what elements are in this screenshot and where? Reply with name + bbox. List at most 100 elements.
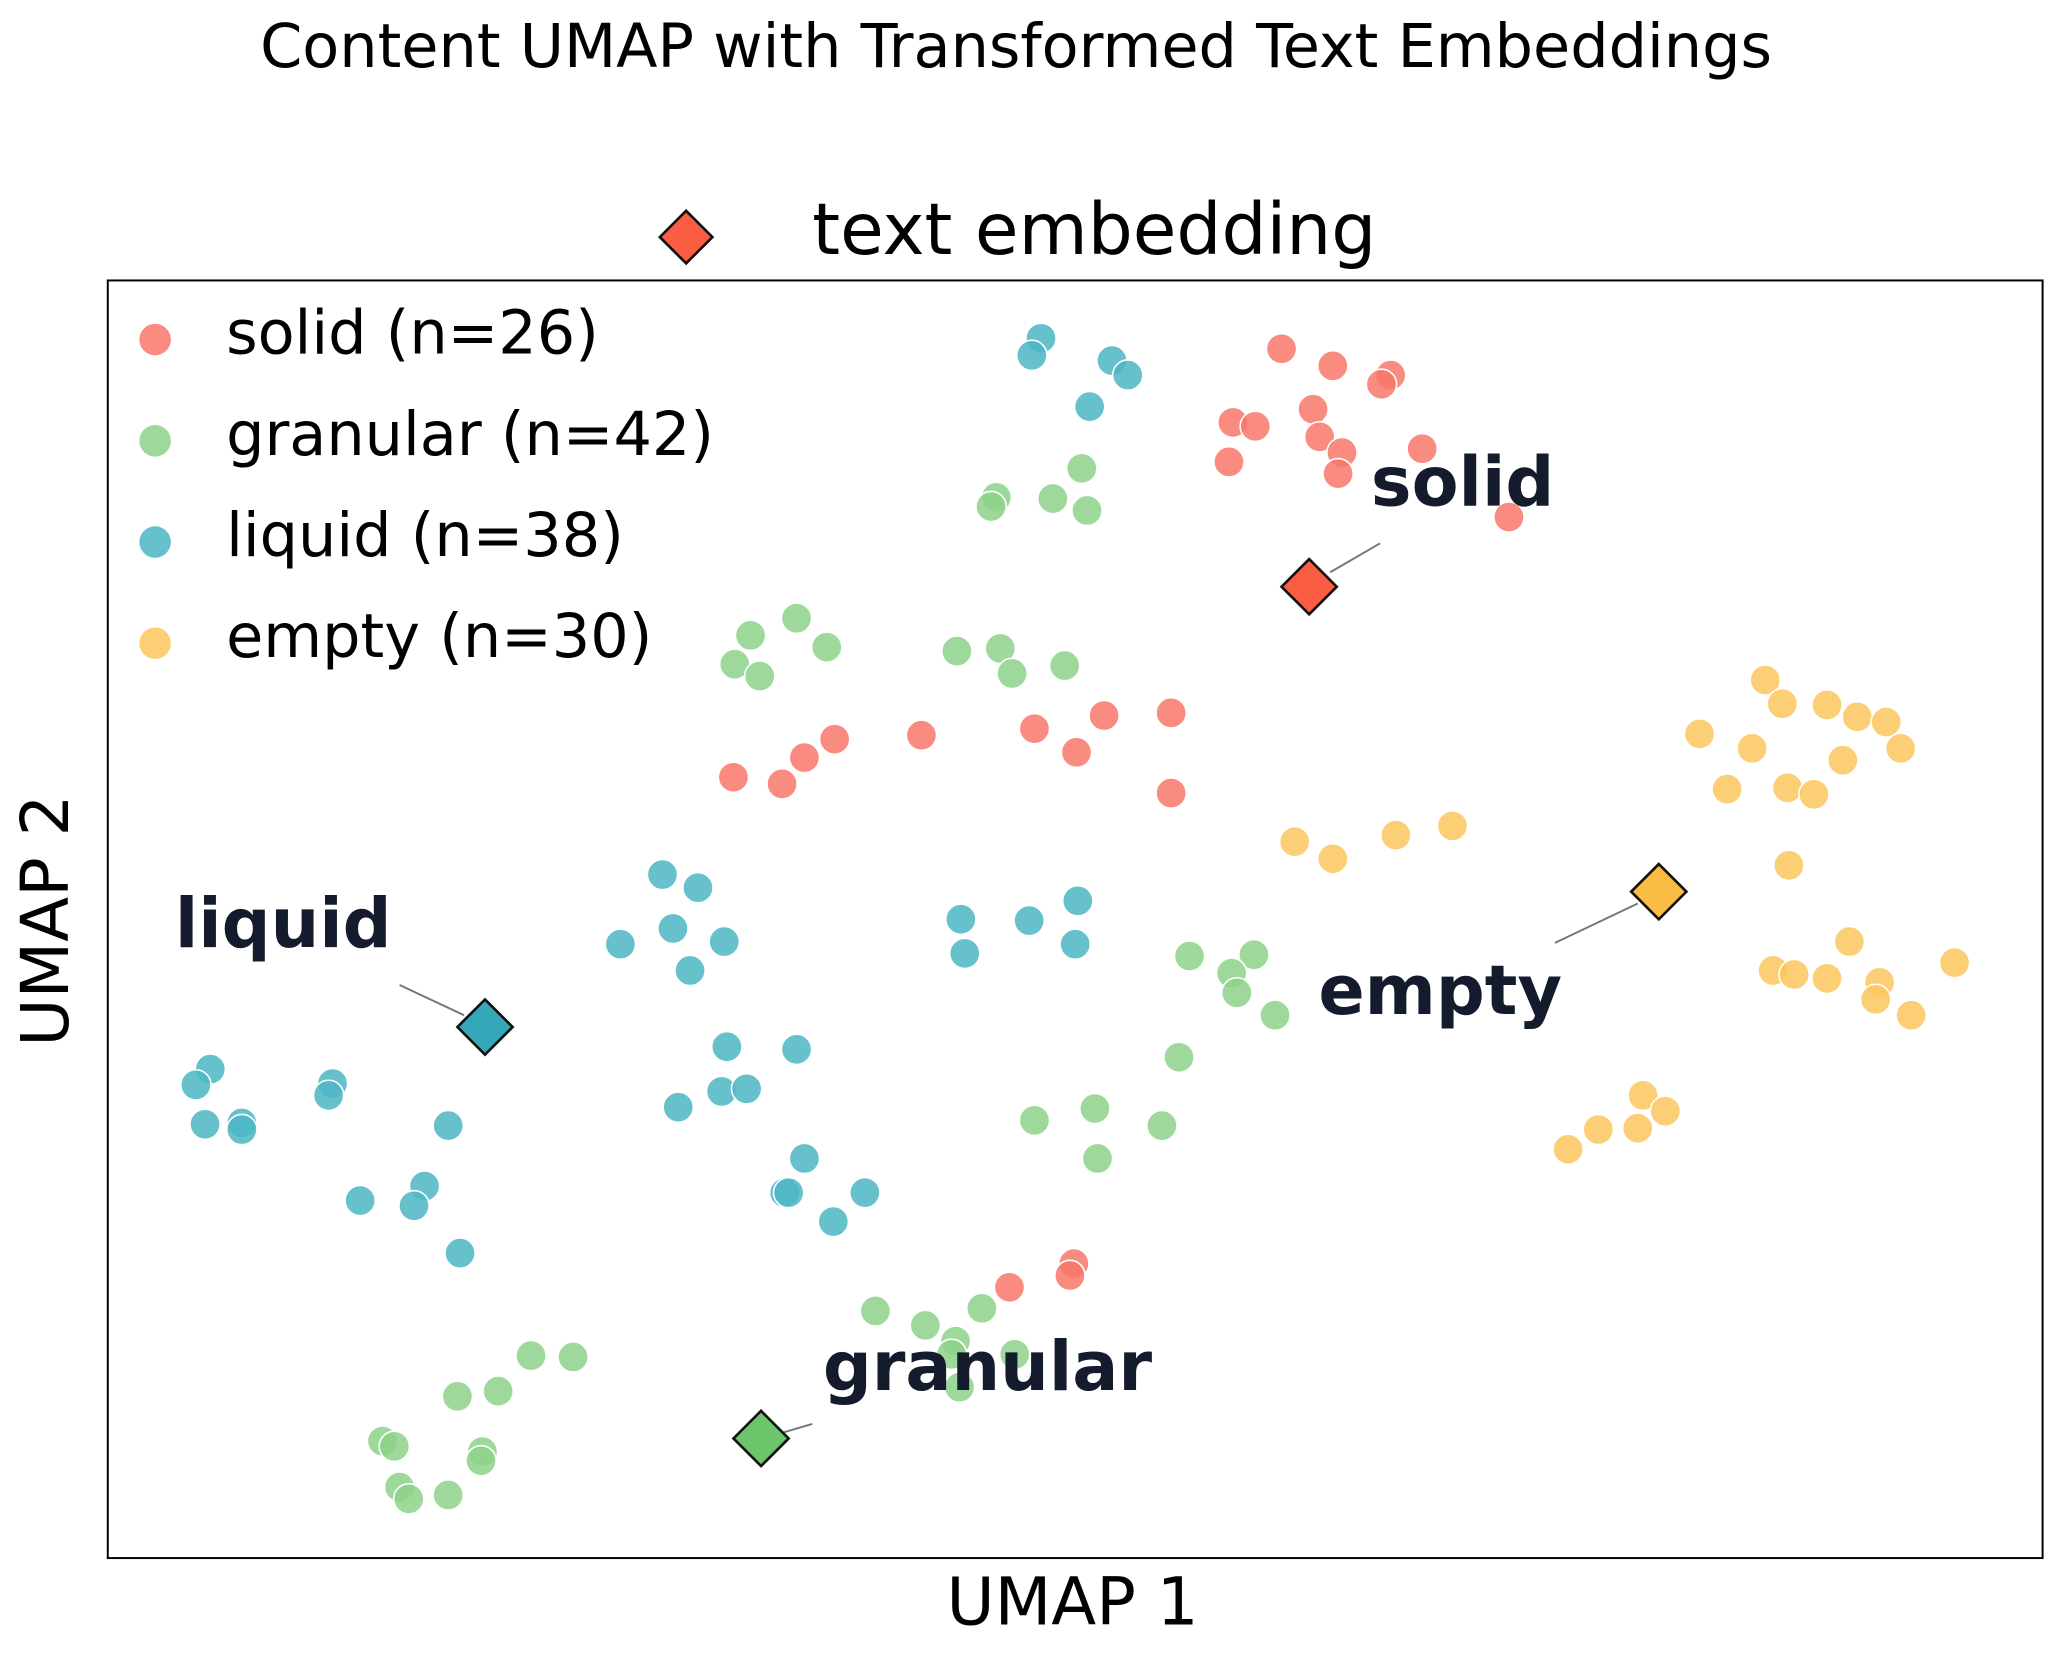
data-point <box>1073 390 1106 423</box>
data-point <box>312 1079 345 1112</box>
data-point <box>432 1479 465 1511</box>
data-point <box>1173 940 1206 972</box>
data-point <box>993 1271 1026 1304</box>
data-point <box>378 1430 411 1463</box>
data-point <box>1322 457 1354 490</box>
data-point <box>1155 777 1188 809</box>
legend-marker <box>139 323 171 356</box>
data-point <box>682 871 714 904</box>
data-point <box>1316 842 1349 875</box>
data-point <box>817 1205 850 1238</box>
data-point <box>1833 925 1866 958</box>
data-point <box>944 903 977 936</box>
data-point <box>1380 819 1412 852</box>
data-point <box>1079 1092 1111 1125</box>
data-point <box>1766 687 1799 720</box>
data-point <box>1061 884 1094 917</box>
data-point <box>1297 393 1330 426</box>
data-point <box>1048 649 1081 682</box>
legend-label: text embedding <box>812 188 1376 271</box>
embedding-label: empty <box>1318 952 1562 1031</box>
data-point <box>818 723 851 756</box>
data-point <box>515 1339 547 1372</box>
data-point <box>1018 712 1051 745</box>
data-point <box>392 1483 425 1515</box>
data-point <box>730 1072 763 1105</box>
data-point <box>717 761 750 794</box>
data-point <box>1870 706 1903 738</box>
data-point <box>1773 849 1805 882</box>
data-point <box>1054 1259 1086 1292</box>
data-point <box>708 925 741 958</box>
data-point <box>996 657 1029 690</box>
legend-label: granular (n=42) <box>226 400 714 470</box>
data-point <box>1018 1104 1051 1137</box>
data-point <box>1797 778 1830 811</box>
legend-label: solid (n=26) <box>226 299 599 369</box>
data-point <box>557 1341 589 1373</box>
annotation-connector <box>399 984 465 1017</box>
legend-marker <box>139 425 171 457</box>
data-point <box>1163 1041 1195 1074</box>
embedding-label: granular <box>823 1328 1153 1407</box>
data-point <box>398 1189 430 1222</box>
data-point <box>940 635 973 668</box>
data-point <box>482 1375 515 1408</box>
text-embedding-marker <box>1279 557 1339 617</box>
data-point <box>1213 445 1245 478</box>
data-point <box>1081 1142 1114 1175</box>
data-point <box>1278 825 1311 858</box>
data-point <box>1303 420 1336 453</box>
data-point <box>1938 946 1971 979</box>
data-point <box>1859 983 1892 1016</box>
data-point <box>1771 771 1804 804</box>
data-point <box>441 1380 474 1413</box>
annotation-connector <box>1554 902 1639 944</box>
data-point <box>344 1184 377 1217</box>
data-point <box>1582 1113 1615 1146</box>
text-embedding-marker <box>731 1408 791 1468</box>
data-point <box>710 1030 743 1063</box>
data-point <box>909 1309 942 1342</box>
text-embedding-marker <box>1629 862 1689 922</box>
legend-marker <box>139 627 171 659</box>
data-point <box>1406 432 1439 465</box>
data-point <box>848 1176 881 1209</box>
text-embedding-marker <box>455 997 515 1057</box>
embedding-label: liquid <box>175 885 392 964</box>
data-point <box>1146 1109 1178 1142</box>
data-point <box>780 602 813 635</box>
data-point <box>674 954 706 987</box>
data-point <box>788 1142 821 1175</box>
y-axis-label: UMAP 2 <box>8 795 84 1047</box>
legend-marker <box>139 526 171 558</box>
data-point <box>179 1068 212 1101</box>
data-point <box>1736 732 1769 765</box>
data-point <box>1060 736 1093 769</box>
x-axis-label: UMAP 1 <box>947 1565 1199 1641</box>
data-point <box>1811 962 1843 995</box>
annotation-connector <box>780 1423 813 1435</box>
data-point <box>1316 349 1349 382</box>
data-point <box>1036 482 1069 515</box>
chart-title: Content UMAP with Transformed Text Embed… <box>260 12 1772 82</box>
data-point <box>1841 700 1874 733</box>
data-point <box>465 1444 497 1477</box>
data-point <box>1220 976 1253 1009</box>
data-point <box>905 719 938 752</box>
data-point <box>1826 744 1859 777</box>
data-point <box>1749 664 1782 696</box>
data-point <box>1552 1133 1584 1166</box>
data-point <box>772 1176 805 1209</box>
data-point <box>935 1338 968 1371</box>
data-point <box>1111 359 1144 391</box>
data-point <box>1259 999 1291 1032</box>
data-point <box>1711 773 1744 806</box>
legend-marker <box>657 208 715 266</box>
data-point <box>1778 958 1811 991</box>
data-point <box>1265 332 1298 365</box>
data-point <box>444 1237 476 1270</box>
data-point <box>657 912 689 945</box>
data-point <box>965 1292 998 1325</box>
